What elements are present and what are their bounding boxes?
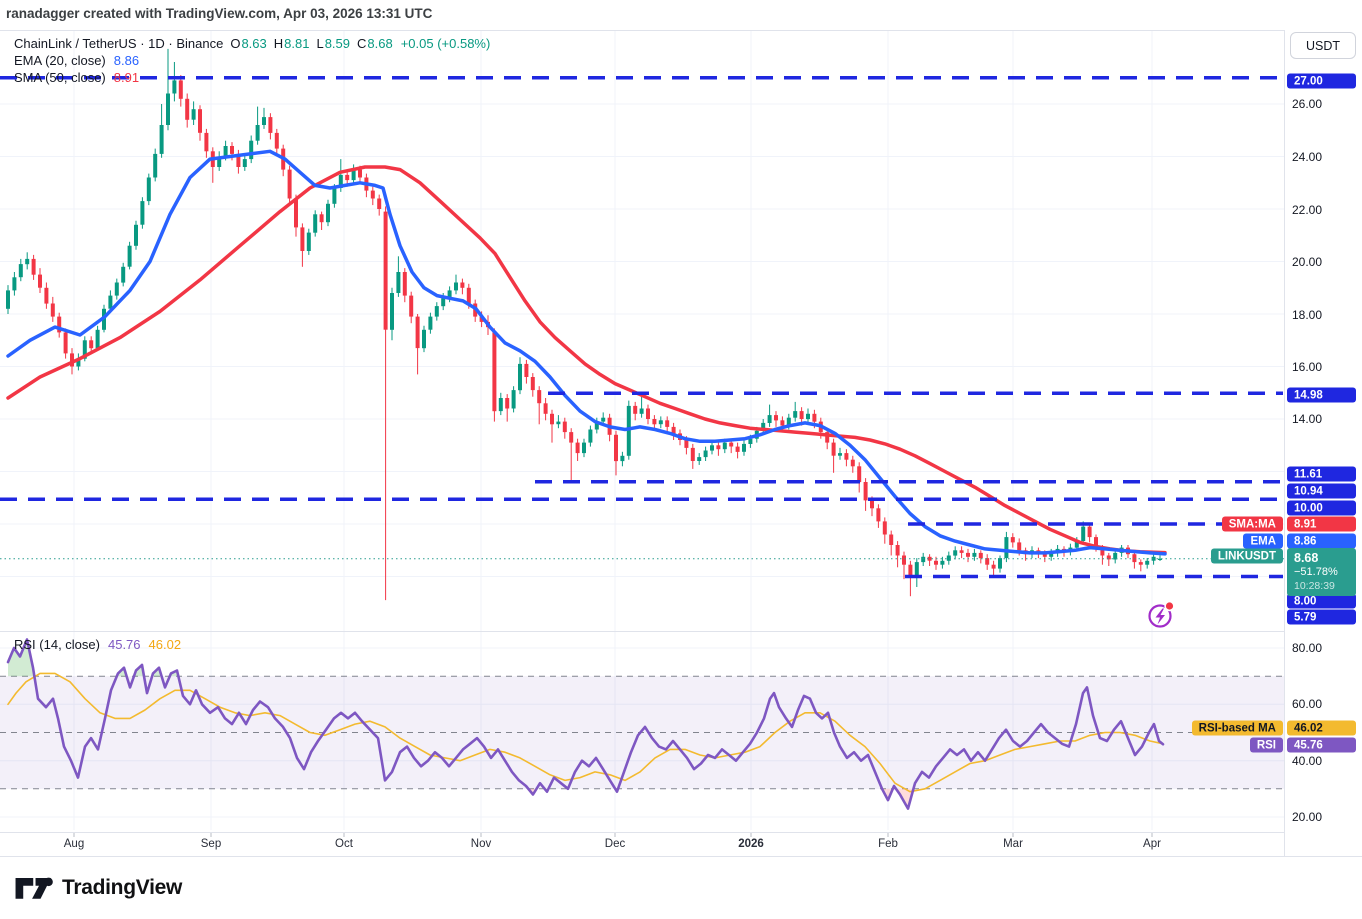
- currency-toggle-button[interactable]: USDT: [1290, 32, 1356, 59]
- rsi-value-label: 46.02: [1287, 720, 1356, 736]
- change-percent: −51.78%: [1294, 566, 1338, 578]
- ema-value: 8.86: [113, 53, 140, 68]
- tradingview-branding[interactable]: TradingView: [14, 870, 182, 906]
- axis-tick-label: 60.00: [1292, 697, 1323, 711]
- pane-divider[interactable]: [0, 631, 1362, 632]
- price-axis-labels: 26.00 24.00 22.00 20.00 18.00 16.00 14.00 80.00…: [1284, 0, 1362, 856]
- last-price-label: 8.68 −51.78% 10:28:39: [1287, 548, 1356, 596]
- rsi-value: 45.76: [107, 637, 141, 652]
- price-line-label: 8.86: [1287, 533, 1356, 549]
- close-value: 8.68: [367, 36, 393, 51]
- time-label-aug: Aug: [63, 838, 85, 850]
- series-tag-ema: EMA: [1243, 533, 1283, 549]
- rsi-legend-row[interactable]: RSI (14, close) 45.76 46.02: [14, 637, 181, 652]
- ema-legend-row[interactable]: EMA (20, close) 8.86: [14, 53, 490, 70]
- axis-tick-label: 24.00: [1292, 150, 1323, 164]
- sma-legend-row[interactable]: SMA (50, close) 8.91: [14, 70, 490, 87]
- rsi-ma-value: 46.02: [148, 637, 182, 652]
- axis-tick-label: 22.00: [1292, 203, 1323, 217]
- time-label-apr: Apr: [1143, 838, 1161, 850]
- sma-label: SMA (50, close): [14, 70, 106, 85]
- chart-legend: ChainLink / TetherUS · 1D · Binance O8.63…: [14, 36, 490, 87]
- open-value: 8.63: [241, 36, 267, 51]
- price-line-label: 11.61: [1287, 466, 1356, 482]
- price-scale[interactable]: [1284, 30, 1362, 856]
- sma-value: 8.91: [113, 70, 140, 85]
- axis-tick-label: 80.00: [1292, 641, 1323, 655]
- axis-tick-label: 20.00: [1292, 255, 1323, 269]
- snapshot-watermark: ranadagger created with TradingView.com,…: [6, 6, 433, 21]
- low-value: 8.59: [324, 36, 350, 51]
- axis-tick-label: 40.00: [1292, 754, 1323, 768]
- time-label-2026: 2026: [738, 838, 764, 850]
- time-label-dec: Dec: [604, 838, 626, 850]
- high-label: H: [273, 36, 284, 51]
- time-label-mar: Mar: [1003, 838, 1023, 850]
- rsi-value-label: 45.76: [1287, 737, 1356, 753]
- series-tag-sma: SMA:MA: [1221, 516, 1283, 532]
- time-label-sep: Sep: [200, 838, 222, 850]
- change-value: +0.05 (+0.58%): [400, 36, 491, 51]
- price-line-label: 10.00: [1287, 500, 1356, 516]
- axis-tick-label: 18.00: [1292, 308, 1323, 322]
- tradingview-logo-icon: [15, 877, 53, 899]
- time-label-nov: Nov: [470, 838, 492, 850]
- series-tag-rsima: RSI-based MA: [1191, 720, 1283, 736]
- series-tag-last: LINKUSDT: [1210, 548, 1283, 564]
- series-tag-labels: SMA:MA EMA LINKUSDT RSI-based MA RSI: [1191, 516, 1283, 753]
- series-tag-rsi: RSI: [1249, 737, 1283, 753]
- time-label-feb: Feb: [878, 838, 898, 850]
- tradingview-logo-text: TradingView: [62, 876, 183, 899]
- chart-top-border: [0, 30, 1362, 31]
- axis-tick-label: 20.00: [1292, 810, 1323, 824]
- time-scale[interactable]: Aug Sep Oct Nov Dec 2026 Feb Mar Apr: [0, 832, 1284, 857]
- symbol-title-row[interactable]: ChainLink / TetherUS · 1D · Binance O8.63…: [14, 36, 490, 53]
- price-line-label: 27.00: [1287, 73, 1356, 89]
- high-value: 8.81: [284, 36, 310, 51]
- price-line-label: 10.94: [1287, 483, 1356, 499]
- last-price: 8.68: [1294, 551, 1319, 565]
- price-line-label: 14.98: [1287, 387, 1356, 403]
- bar-countdown: 10:28:39: [1294, 580, 1335, 592]
- price-line-label: 8.91: [1287, 516, 1356, 532]
- close-label: C: [357, 36, 367, 51]
- axis-tick-label: 26.00: [1292, 97, 1323, 111]
- axis-tick-label: 16.00: [1292, 360, 1323, 374]
- axis-tick-label: 14.00: [1292, 412, 1323, 426]
- time-axis-border: [0, 856, 1362, 857]
- flash-icon[interactable]: [1148, 600, 1175, 628]
- symbol-title: ChainLink / TetherUS · 1D · Binance: [14, 36, 224, 51]
- price-line-label: 5.79: [1287, 609, 1356, 625]
- rsi-label: RSI (14, close): [14, 637, 100, 652]
- open-label: O: [230, 36, 241, 51]
- ema-label: EMA (20, close): [14, 53, 106, 68]
- time-label-oct: Oct: [335, 838, 353, 850]
- low-label: L: [316, 36, 324, 51]
- price-line-label: 8.00: [1287, 593, 1356, 609]
